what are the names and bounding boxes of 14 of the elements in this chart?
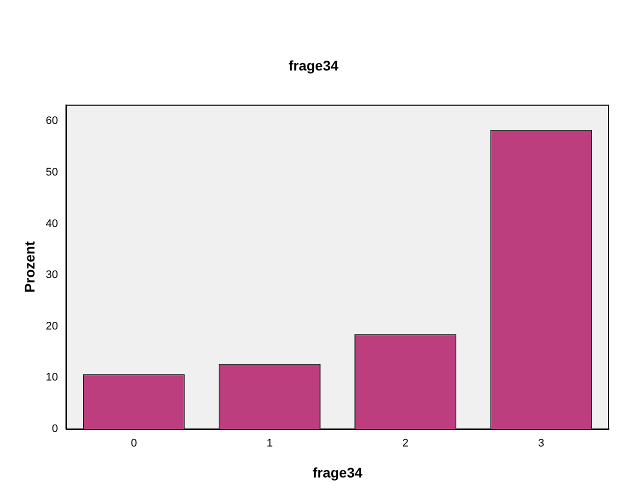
x-tick-label: 2: [402, 438, 408, 450]
x-tick-label: 3: [538, 438, 544, 450]
y-tick-label: 40: [46, 218, 58, 230]
y-tick-label: 60: [46, 115, 58, 128]
y-tick-label: 0: [52, 423, 58, 436]
x-tick-label: 0: [130, 438, 137, 450]
y-axis-title: Prozent: [21, 240, 38, 293]
y-tick-label: 10: [46, 372, 58, 384]
x-axis-title: frage34: [312, 464, 363, 480]
y-tick-label: 20: [46, 320, 58, 332]
y-tick-label: 50: [46, 166, 58, 179]
chart-title: frage34: [288, 57, 339, 74]
y-tick-label: 30: [46, 269, 58, 282]
x-tick-label: 1: [266, 438, 273, 450]
